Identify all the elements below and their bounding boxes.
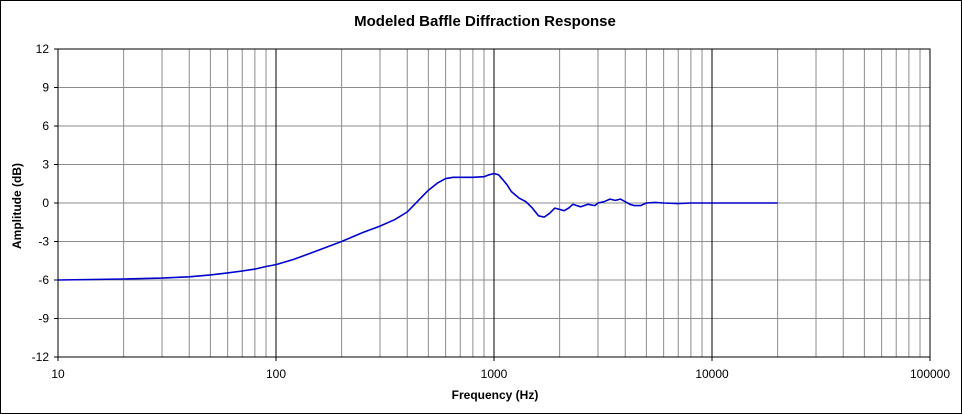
y-tick-label: -12 [32, 350, 50, 364]
x-tick-labels: 10 100 1000 10000 100000 [51, 357, 950, 381]
x-tick-label: 100000 [910, 367, 950, 381]
y-tick-label: -6 [38, 273, 49, 287]
y-tick-label: -9 [38, 312, 49, 326]
y-tick-labels: -12 -9 -6 -3 0 3 6 9 12 [32, 42, 58, 364]
y-tick-label: 9 [42, 81, 49, 95]
y-tick-label: 6 [42, 119, 49, 133]
y-tick-label: 3 [42, 158, 49, 172]
y-tick-label: 12 [36, 42, 50, 56]
x-tick-label: 100 [266, 367, 286, 381]
series-line [57, 172, 778, 281]
x-tick-label: 10000 [695, 367, 729, 381]
y-tick-label: 0 [42, 196, 49, 210]
chart-title: Modeled Baffle Diffraction Response [354, 13, 616, 30]
y-tick-label: -3 [38, 235, 49, 249]
x-axis-label: Frequency (Hz) [452, 388, 539, 402]
x-tick-label: 10 [51, 367, 65, 381]
y-axis-label: Amplitude (dB) [10, 163, 24, 249]
x-tick-label: 1000 [481, 367, 508, 381]
